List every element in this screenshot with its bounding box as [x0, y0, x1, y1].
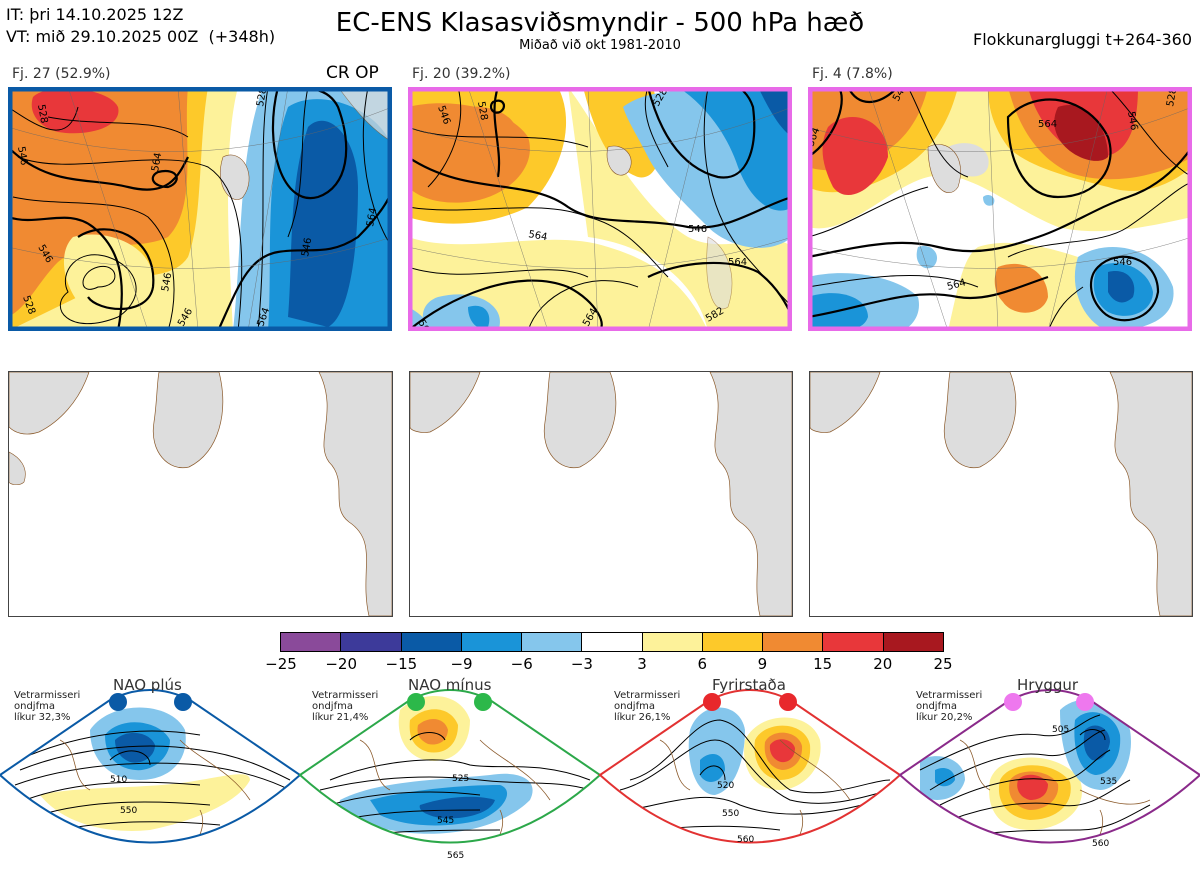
empty-map-3 [809, 371, 1193, 617]
cluster-2-contour-label: 564 [728, 257, 747, 268]
nao-plus-contour-label: 550 [120, 806, 137, 816]
colorbar-tick-label: −3 [570, 655, 593, 673]
empty-map-1 [8, 371, 393, 617]
ridge-marker [1004, 693, 1022, 711]
cluster-3-contour-label: 546 [1113, 257, 1132, 268]
page-subtitle: Miðað við okt 1981-2010 [519, 38, 681, 53]
nao-plus-marker [109, 693, 127, 711]
cluster-1-contour-label: 564 [150, 152, 164, 173]
nao-plus-border [0, 689, 302, 844]
nao-plus-marker [174, 693, 192, 711]
nao-minus-marker [474, 693, 492, 711]
ridge-contour-label: 560 [1092, 839, 1109, 849]
cluster-1-map: 528 546 564 546 528 546 528 546 564 546 … [8, 87, 392, 331]
cluster-1-contour-label: 546 [15, 146, 29, 167]
colorbar-tick-label: −9 [450, 655, 473, 673]
colorbar-segment [702, 633, 764, 651]
regime-panels: 510 550 525 545 565 [0, 689, 1200, 861]
ridge-contour-label: 535 [1100, 777, 1117, 787]
cluster-1-contour-label: 546 [300, 237, 314, 258]
ridge-contour-label: 505 [1052, 725, 1069, 735]
nao-minus-info: Vetrarmisseri ondjfma líkur 21,4% [312, 690, 379, 723]
colorbar-segment [642, 633, 703, 651]
nao-plus-info: Vetrarmisseri ondjfma líkur 32,3% [14, 690, 81, 723]
cluster-1-contour-label: 528 [35, 104, 49, 125]
colorbar-segment [461, 633, 523, 651]
colorbar-segment [522, 633, 583, 651]
valid-time: VT: mið 29.10.2025 00Z (+348h) [6, 27, 276, 46]
colorbar-tick-label: 25 [933, 655, 953, 673]
forecast-times: IT: þri 14.10.2025 12Z VT: mið 29.10.202… [6, 4, 275, 48]
colorbar-segment [281, 633, 342, 651]
cluster-1-label: Fj. 27 (52.9%) [12, 66, 111, 82]
cluster-window-label: Flokkunargluggi t+264-360 [973, 30, 1192, 49]
nao-minus-contour-label: 565 [447, 851, 464, 861]
cluster-1-contour-label: 528 [255, 87, 269, 108]
cluster-2-map: 546 528 528 546 564 564 546 564 582 564 [408, 87, 792, 331]
cluster-1-border [8, 87, 392, 331]
cluster-2-contour-label: 528 [475, 101, 489, 122]
colorbar-segment [763, 633, 824, 651]
nao-minus-title: NAO mínus [408, 676, 492, 694]
blocking-contour-label: 550 [722, 809, 739, 819]
cluster-1-contour-label: 564 [365, 207, 379, 228]
cluster-2-border [408, 87, 792, 331]
blocking-contour-label: 560 [737, 835, 754, 845]
cluster-3-contour-label: 564 [1038, 119, 1057, 130]
blocking-marker [779, 693, 797, 711]
cluster-3-contour-label: 564 [946, 277, 967, 293]
colorbar-tick-label: −6 [510, 655, 533, 673]
colorbar-segment [401, 633, 462, 651]
colorbar-tick-label: 9 [757, 655, 768, 673]
nao-minus-contour-label: 525 [452, 774, 469, 784]
cluster-2-contour-label: 546 [688, 224, 707, 235]
colorbar-tick-label: 6 [697, 655, 708, 673]
colorbar-segment [823, 633, 884, 651]
nao-minus-border [298, 689, 602, 844]
ridge-title: Hryggur [1017, 676, 1079, 694]
empty-map-2 [409, 371, 793, 617]
blocking-contour-label: 520 [717, 781, 734, 791]
blocking-info: Vetrarmisseri ondjfma líkur 26,1% [614, 690, 681, 723]
cluster-1-badge: CR OP [326, 63, 379, 83]
colorbar-tick-label: −15 [385, 655, 418, 673]
blocking-border [598, 689, 902, 844]
colorbar-tick-label: 15 [813, 655, 833, 673]
nao-minus-contour-label: 545 [437, 816, 454, 826]
cluster-3-map: 546 564 546 528 564 546 564 [808, 87, 1192, 331]
cluster-3-contour-label: 546 [1125, 111, 1139, 132]
colorbar-tick-label: −25 [265, 655, 297, 673]
colorbar-tick-label: −20 [325, 655, 357, 673]
cluster-2-label: Fj. 20 (39.2%) [412, 66, 511, 82]
cluster-3-contour-label: 528 [1165, 87, 1179, 108]
ridge-marker [1076, 693, 1094, 711]
init-time: IT: þri 14.10.2025 12Z [6, 5, 184, 24]
page-title: EC-ENS Klasasviðsmyndir - 500 hPa hæð [335, 8, 865, 38]
anomaly-colorbar [280, 632, 944, 652]
nao-plus-title: NAO plús [113, 676, 182, 694]
cluster-2-contour-label: 564 [527, 229, 548, 243]
cluster-3-label: Fj. 4 (7.8%) [812, 66, 893, 82]
cluster-1-contour-label: 546 [160, 272, 174, 293]
ridge-border [898, 689, 1200, 844]
ridge-info: Vetrarmisseri ondjfma líkur 20,2% [916, 690, 983, 723]
colorbar-segment [582, 633, 643, 651]
colorbar-segment [883, 633, 943, 651]
nao-minus-marker [407, 693, 425, 711]
blocking-marker [703, 693, 721, 711]
colorbar-tick-label: 3 [637, 655, 647, 673]
cluster-3-border [808, 87, 1192, 331]
nao-plus-contour-label: 510 [110, 775, 127, 785]
blocking-title: Fyrirstaða [712, 676, 786, 694]
colorbar-tick-label: 20 [873, 655, 893, 673]
colorbar-segment [341, 633, 402, 651]
